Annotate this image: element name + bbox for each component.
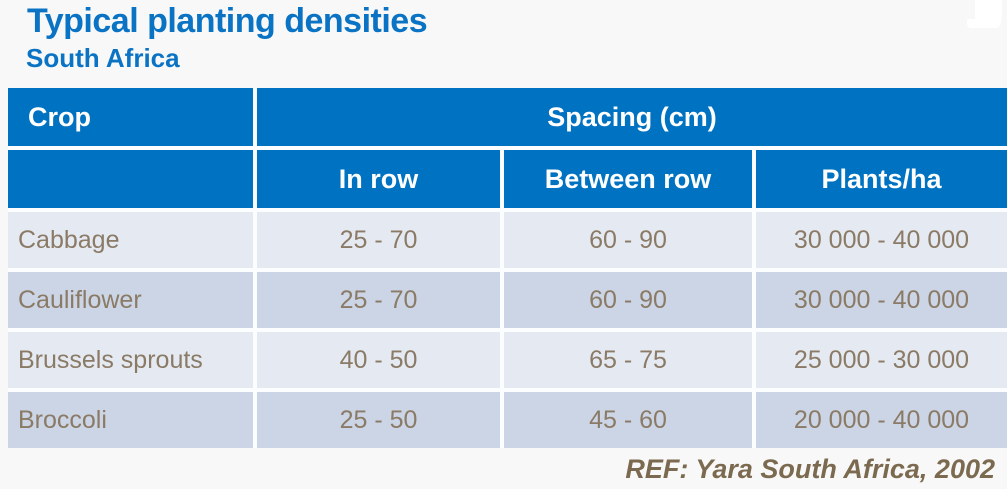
column-header-plants-ha: Plants/ha xyxy=(756,150,1007,208)
column-header-crop: Crop xyxy=(8,88,253,146)
crop-name-cell: Cabbage xyxy=(8,212,253,268)
planting-density-table: Crop Spacing (cm) In row Between row Pla… xyxy=(8,88,1007,448)
page-title: Typical planting densities xyxy=(27,2,428,40)
crop-name-cell: Broccoli xyxy=(8,392,253,448)
plants-ha-cell: 30 000 - 40 000 xyxy=(756,212,1007,268)
column-header-in-row: In row xyxy=(257,150,500,208)
plants-ha-cell: 25 000 - 30 000 xyxy=(756,332,1007,388)
page-subtitle: South Africa xyxy=(26,43,180,73)
plants-ha-cell: 30 000 - 40 000 xyxy=(756,272,1007,328)
crop-name-cell: Cauliflower xyxy=(8,272,253,328)
reference-text: REF: Yara South Africa, 2002 xyxy=(625,454,995,484)
logo-fragment-bottom-icon xyxy=(967,19,1001,28)
column-header-between-row: Between row xyxy=(504,150,752,208)
logo-fragment xyxy=(961,0,1007,30)
plants-ha-cell: 20 000 - 40 000 xyxy=(756,392,1007,448)
column-group-header-spacing: Spacing (cm) xyxy=(257,88,1007,146)
between-row-cell: 60 - 90 xyxy=(504,212,752,268)
in-row-cell: 25 - 50 xyxy=(257,392,500,448)
crop-name-cell: Brussels sprouts xyxy=(8,332,253,388)
in-row-cell: 25 - 70 xyxy=(257,212,500,268)
header-blank-cell xyxy=(8,150,253,208)
between-row-cell: 45 - 60 xyxy=(504,392,752,448)
between-row-cell: 60 - 90 xyxy=(504,272,752,328)
in-row-cell: 40 - 50 xyxy=(257,332,500,388)
between-row-cell: 65 - 75 xyxy=(504,332,752,388)
in-row-cell: 25 - 70 xyxy=(257,272,500,328)
